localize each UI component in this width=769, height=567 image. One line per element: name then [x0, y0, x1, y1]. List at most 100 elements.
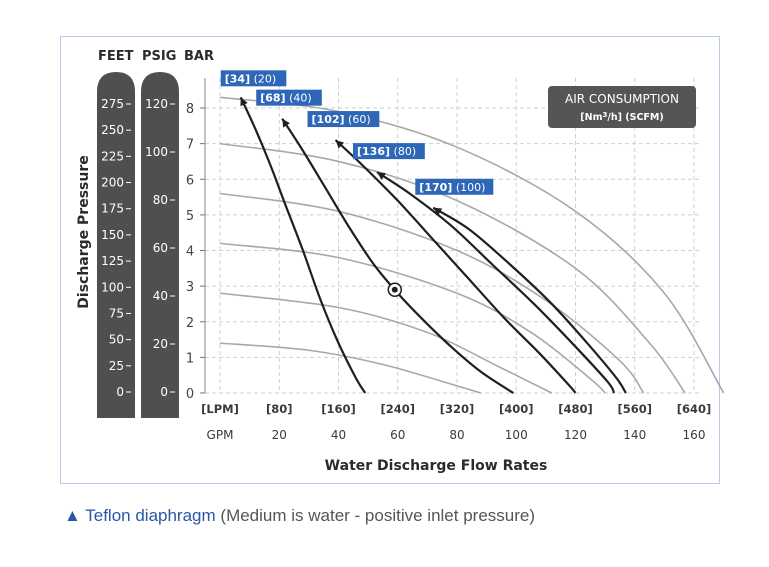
- psig-tick-label: 80: [153, 193, 168, 207]
- air-curve-arrowhead: [335, 140, 345, 149]
- feet-tick-label: 75: [109, 306, 124, 320]
- air-curve: [281, 118, 514, 394]
- x-tick-gpm: 100: [505, 428, 528, 442]
- legend-title: AIR CONSUMPTION: [565, 92, 679, 106]
- psig-tick-label: 20: [153, 337, 168, 351]
- x-tick-gpm: 80: [449, 428, 464, 442]
- unit-header-bar: BAR: [184, 49, 214, 64]
- pressure-curve: [219, 242, 606, 394]
- x-axis-ticks: [LPM] GPM [80] 20 [160] 40 [240] 60 [320] 80 [400]…: [201, 402, 711, 442]
- x-tick-lpm: [320]: [440, 402, 475, 416]
- psig-tick-label: 120: [145, 97, 168, 111]
- air-curve-labels: [34] (20) [68] (40)[102] (60) [136] (80) [1…: [220, 70, 494, 195]
- air-curve-label-text: [34] (20): [225, 72, 276, 85]
- air-curve-label-box: [220, 70, 287, 87]
- x-tick-gpm: 160: [683, 428, 706, 442]
- feet-tick-label: 125: [101, 254, 124, 268]
- pressure-curve: [219, 342, 481, 394]
- air-curve-label: [136] (80): [353, 143, 425, 160]
- legend-box: AIR CONSUMPTION [Nm3/h] (SCFM): [548, 86, 696, 128]
- air-curve-label-text: [170] (100): [419, 181, 485, 194]
- air-curve-arrowhead: [377, 172, 386, 180]
- y-axis-label: Discharge Pressure: [76, 155, 92, 308]
- feet-tick-label: 50: [109, 333, 124, 347]
- x-axis-label: Water Discharge Flow Rates: [325, 458, 548, 474]
- x-tick-gpm: 120: [564, 428, 587, 442]
- air-curve-label-box: [415, 178, 494, 195]
- psig-scale-ticks: 120 100 80 60 40 20 0: [145, 97, 175, 399]
- x-tick-lpm: [80]: [266, 402, 293, 416]
- y-tick-label: 5: [186, 209, 194, 224]
- air-curve-arrowhead: [433, 207, 443, 216]
- psig-tick-label: 40: [153, 289, 168, 303]
- operating-point-marker: [387, 282, 403, 297]
- x-tick-lpm: [160]: [321, 402, 356, 416]
- air-curve: [376, 171, 616, 394]
- x-tick-lpm: [560]: [617, 402, 652, 416]
- x-tick-gpm: 20: [272, 428, 287, 442]
- x-tick-lpm: [400]: [499, 402, 534, 416]
- air-curve: [432, 206, 627, 394]
- y-tick-label: 6: [186, 173, 194, 188]
- y-axis-ticks: 0 1 2 3 4 5 6 7 8: [186, 102, 205, 402]
- unit-header-feet: FEET: [98, 49, 134, 64]
- pressure-curve: [219, 192, 645, 394]
- pressure-curves: [219, 96, 725, 394]
- unit-header-psig: PSIG: [142, 49, 176, 64]
- x-tick-lpm: [240]: [380, 402, 415, 416]
- air-curve-label: [170] (100): [415, 178, 494, 195]
- air-curve-arrowhead: [240, 97, 248, 107]
- chart-frame: [60, 36, 720, 484]
- x-tick-lpm: [LPM]: [201, 402, 239, 416]
- pump-performance-chart: FEET PSIG BAR 27525022520017515012510075…: [76, 49, 725, 474]
- air-curve-label-box: [256, 89, 322, 106]
- y-tick-label: 4: [186, 245, 194, 260]
- air-curve-label-box: [353, 143, 425, 160]
- air-consumption-curves: [239, 96, 627, 394]
- air-curve-label-text: [68] (40): [260, 92, 311, 105]
- x-tick-lpm: [640]: [677, 402, 712, 416]
- air-curve-label: [68] (40): [256, 89, 322, 106]
- psig-scale-bar: [141, 72, 179, 418]
- caption: ▲ Teflon diaphragm (Medium is water - po…: [64, 506, 535, 526]
- y-tick-label: 7: [186, 138, 194, 153]
- air-curve-label-text: [102] (60): [312, 113, 371, 126]
- feet-tick-label: 150: [101, 228, 124, 242]
- x-tick-gpm: 140: [623, 428, 646, 442]
- feet-tick-label: 200: [101, 176, 124, 190]
- feet-tick-label: 0: [116, 385, 124, 399]
- x-tick-gpm: 60: [390, 428, 405, 442]
- feet-tick-label: 25: [109, 359, 124, 373]
- pressure-curve: [219, 96, 725, 394]
- y-tick-label: 1: [186, 351, 194, 366]
- x-tick-lpm: [480]: [558, 402, 593, 416]
- feet-tick-label: 100: [101, 280, 124, 294]
- feet-tick-label: 275: [101, 97, 124, 111]
- feet-tick-label: 250: [101, 123, 124, 137]
- x-tick-gpm: GPM: [207, 428, 234, 442]
- legend-subtitle: [Nm3/h] (SCFM): [580, 111, 663, 123]
- psig-tick-label: 60: [153, 241, 168, 255]
- air-curve: [239, 96, 367, 394]
- air-curve-label: [34] (20): [220, 70, 287, 87]
- caption-note: (Medium is water - positive inlet pressu…: [220, 506, 536, 525]
- feet-scale-bar: [97, 72, 135, 418]
- air-curve-label: [102] (60): [307, 111, 380, 128]
- feet-tick-label: 225: [101, 149, 124, 163]
- pressure-curve: [219, 142, 686, 394]
- air-curve-arrowhead: [282, 118, 290, 128]
- psig-tick-label: 0: [160, 385, 168, 399]
- pressure-curve: [219, 292, 553, 394]
- feet-tick-label: 175: [101, 202, 124, 216]
- y-tick-label: 0: [186, 387, 194, 402]
- psig-tick-label: 100: [145, 145, 168, 159]
- x-tick-gpm: 40: [331, 428, 346, 442]
- grid-lines: [204, 78, 700, 394]
- air-curve-label-box: [307, 111, 380, 128]
- y-tick-label: 3: [186, 280, 194, 295]
- air-curve: [334, 139, 577, 394]
- marker-inner: [391, 286, 398, 293]
- air-curve-label-text: [136] (80): [357, 145, 416, 158]
- triangle-icon: ▲: [64, 506, 81, 525]
